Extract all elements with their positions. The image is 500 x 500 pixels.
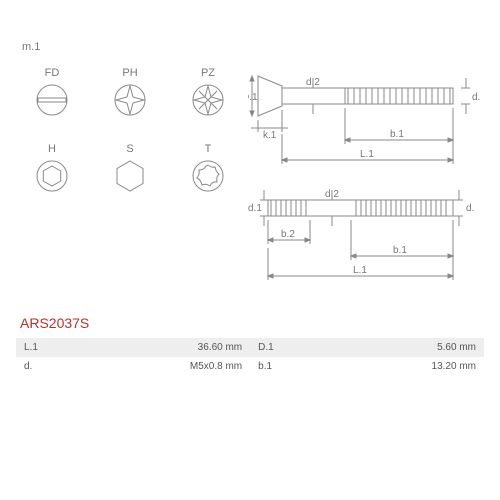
- dim-d2-bot: d.2: [325, 189, 339, 200]
- dim-d1-bot: d.1: [248, 203, 262, 214]
- spec-val: 5.60 mm: [324, 338, 484, 357]
- spec-key: b.1: [250, 357, 324, 376]
- dim-k1: k.1: [263, 130, 277, 141]
- spec-key: d.: [16, 357, 90, 376]
- dim-D1: D.1: [248, 92, 258, 103]
- hex-external-icon: [113, 159, 147, 193]
- drive-type-legend: FD PH PZ H: [27, 67, 237, 219]
- drive-t: T: [183, 143, 233, 193]
- legend-label: m.1: [22, 41, 40, 53]
- drive-fd: FD: [27, 67, 77, 117]
- table-row: d. M5x0.8 mm b.1 13.20 mm: [16, 357, 484, 376]
- torx-icon: [191, 159, 225, 193]
- spec-val: 13.20 mm: [324, 357, 484, 376]
- phillips-icon: [113, 83, 147, 117]
- dim-d2: d.2: [306, 77, 320, 88]
- drive-ph: PH: [105, 67, 155, 117]
- flat-slot-icon: [35, 83, 69, 117]
- dim-b2: b.2: [281, 229, 295, 240]
- drive-pz: PZ: [183, 67, 233, 117]
- dim-L1-bot: L.1: [353, 265, 367, 276]
- dim-b1: b.1: [390, 129, 404, 140]
- spec-key: L.1: [16, 338, 90, 357]
- dim-b1-bot: b.1: [393, 245, 407, 256]
- screw-diagram: D.1 d.2 d. k.1 b.1 L.1 d.1 d.2 d. b.2 b.…: [248, 52, 488, 282]
- part-number: ARS2037S: [20, 315, 89, 331]
- drive-s: S: [105, 143, 155, 193]
- dim-L1: L.1: [360, 149, 374, 160]
- spec-key: D.1: [250, 338, 324, 357]
- drive-h: H: [27, 143, 77, 193]
- dim-d-bot: d.: [466, 203, 474, 214]
- pozidriv-icon: [191, 83, 225, 117]
- dim-d: d.: [472, 92, 480, 103]
- hex-socket-icon: [35, 159, 69, 193]
- spec-table: L.1 36.60 mm D.1 5.60 mm d. M5x0.8 mm b.…: [16, 338, 484, 376]
- table-row: L.1 36.60 mm D.1 5.60 mm: [16, 338, 484, 357]
- spec-val: M5x0.8 mm: [90, 357, 250, 376]
- spec-val: 36.60 mm: [90, 338, 250, 357]
